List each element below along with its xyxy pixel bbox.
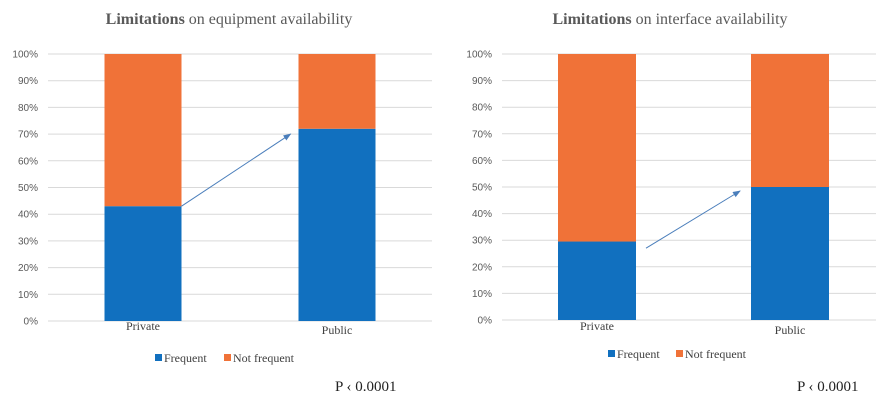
chart-title: Limitations on equipment availability xyxy=(106,11,353,28)
chart-title-bold: Limitations xyxy=(106,11,185,28)
trend-arrow xyxy=(645,190,741,249)
legend-swatch-frequent xyxy=(608,350,615,357)
chart-equipment-availability: Limitations on equipment availability 0%… xyxy=(12,11,432,395)
y-tick-label: 50% xyxy=(18,183,38,194)
x-tick-label: Private xyxy=(580,319,614,333)
chart-title-bold: Limitations xyxy=(552,11,631,28)
y-tick-label: 20% xyxy=(18,263,38,274)
y-tick-label: 20% xyxy=(472,262,492,273)
legend: Frequent Not frequent xyxy=(155,351,295,365)
p-value-annotation: P ‹ 0.0001 xyxy=(335,379,397,395)
chart-interface-availability: Limitations on interface availability 0%… xyxy=(466,11,876,395)
x-tick-label: Public xyxy=(775,323,806,337)
chart-title: Limitations on interface availability xyxy=(552,11,787,28)
x-axis-ticks: Private Public xyxy=(126,319,352,337)
y-tick-label: 0% xyxy=(24,317,39,328)
bars xyxy=(104,54,376,321)
y-tick-label: 40% xyxy=(472,209,492,220)
y-tick-label: 40% xyxy=(18,210,38,221)
bars xyxy=(558,54,829,320)
y-tick-label: 100% xyxy=(466,50,492,61)
y-tick-label: 30% xyxy=(472,236,492,247)
x-tick-label: Public xyxy=(322,323,353,337)
legend: Frequent Not frequent xyxy=(608,347,747,361)
bar-frequent-private xyxy=(558,241,636,320)
bar-not-frequent-public xyxy=(298,54,376,129)
bar-not-frequent-public xyxy=(751,54,829,187)
legend-swatch-not-frequent xyxy=(224,354,231,361)
y-tick-label: 60% xyxy=(472,156,492,167)
y-tick-label: 50% xyxy=(472,183,492,194)
y-tick-label: 90% xyxy=(472,76,492,87)
y-tick-label: 0% xyxy=(478,316,493,327)
y-tick-label: 70% xyxy=(472,129,492,140)
y-tick-label: 10% xyxy=(18,290,38,301)
bar-frequent-private xyxy=(104,206,182,321)
y-tick-label: 10% xyxy=(472,289,492,300)
legend-swatch-frequent xyxy=(155,354,162,361)
y-tick-label: 60% xyxy=(18,156,38,167)
bar-frequent-public xyxy=(751,187,829,320)
y-tick-label: 30% xyxy=(18,236,38,247)
legend-swatch-not-frequent xyxy=(676,350,683,357)
y-tick-label: 70% xyxy=(18,130,38,141)
x-axis-ticks: Private Public xyxy=(580,319,805,337)
y-tick-label: 80% xyxy=(18,103,38,114)
y-tick-label: 90% xyxy=(18,76,38,87)
p-value-annotation: P ‹ 0.0001 xyxy=(797,379,859,395)
x-tick-label: Private xyxy=(126,319,160,333)
chart-title-rest: on equipment availability xyxy=(185,11,353,28)
y-axis-ticks: 0% 10% 20% 30% 40% 50% 60% 70% 80% 90% 100% xyxy=(466,50,492,327)
legend-label-frequent: Frequent xyxy=(164,351,207,365)
legend-label-frequent: Frequent xyxy=(617,347,660,361)
chart-title-rest: on interface availability xyxy=(632,11,788,28)
legend-label-not-frequent: Not frequent xyxy=(233,351,295,365)
bar-not-frequent-private xyxy=(558,54,636,242)
trend-arrow xyxy=(181,133,292,207)
bar-not-frequent-private xyxy=(104,54,182,207)
y-axis-ticks: 0% 10% 20% 30% 40% 50% 60% 70% 80% 90% 100% xyxy=(12,50,38,328)
legend-label-not-frequent: Not frequent xyxy=(685,347,747,361)
y-tick-label: 80% xyxy=(472,103,492,114)
bar-frequent-public xyxy=(298,128,376,321)
y-tick-label: 100% xyxy=(12,50,38,61)
